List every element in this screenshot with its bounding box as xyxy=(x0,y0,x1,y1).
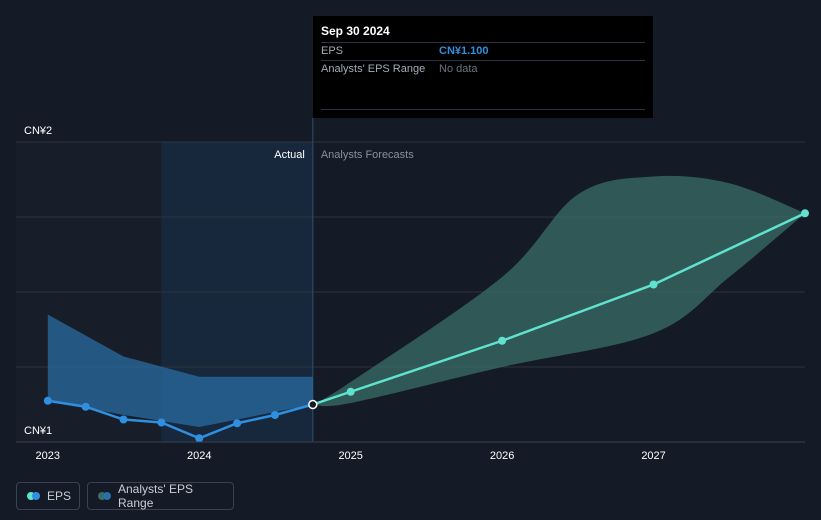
forecast-point xyxy=(649,280,658,289)
x-tick-label: 2024 xyxy=(187,450,211,462)
forecast-point xyxy=(801,209,809,218)
tooltip-eps-row: EPS CN¥1.100 xyxy=(321,42,645,60)
eps-point xyxy=(270,411,279,419)
x-tick-label: 2026 xyxy=(490,450,514,462)
y-tick-label: CN¥1 xyxy=(24,425,52,437)
forecast-point xyxy=(346,387,355,396)
x-tick-label: 2025 xyxy=(338,450,362,462)
tooltip-eps-value: CN¥1.100 xyxy=(439,45,489,57)
y-tick-label: CN¥2 xyxy=(24,125,52,137)
tooltip-range-row: Analysts' EPS Range No data xyxy=(321,60,645,78)
eps-point xyxy=(81,402,90,411)
tooltip-date: Sep 30 2024 xyxy=(321,24,390,38)
x-tick-label: 2023 xyxy=(36,450,60,462)
legend-range[interactable]: Analysts' EPS Range xyxy=(87,482,234,510)
past-range-band xyxy=(47,314,313,427)
forecast-point xyxy=(498,336,507,345)
eps-point xyxy=(195,434,204,443)
eps-point xyxy=(43,396,52,405)
range-legend-icon xyxy=(98,492,111,500)
tooltip: Sep 30 2024 EPS CN¥1.100 Analysts' EPS R… xyxy=(313,16,653,118)
eps-legend-icon xyxy=(27,492,40,500)
tooltip-eps-label: EPS xyxy=(321,45,344,57)
forecast-label: Analysts Forecasts xyxy=(321,149,414,161)
eps-point xyxy=(233,419,242,428)
forecast-range-band xyxy=(312,175,805,407)
tooltip-range-label: Analysts' EPS Range xyxy=(321,63,426,75)
legend-eps-label: EPS xyxy=(47,489,72,503)
legend-eps[interactable]: EPS xyxy=(16,482,80,510)
x-tick-label: 2027 xyxy=(641,450,665,462)
legend-range-label: Analysts' EPS Range xyxy=(118,482,193,510)
eps-point xyxy=(157,418,166,427)
tooltip-range-value: No data xyxy=(439,63,478,75)
actual-label: Actual xyxy=(274,149,305,161)
eps-line xyxy=(47,399,314,440)
eps-point xyxy=(119,415,128,424)
tooltip-divider xyxy=(321,109,645,110)
eps-point xyxy=(308,399,318,410)
